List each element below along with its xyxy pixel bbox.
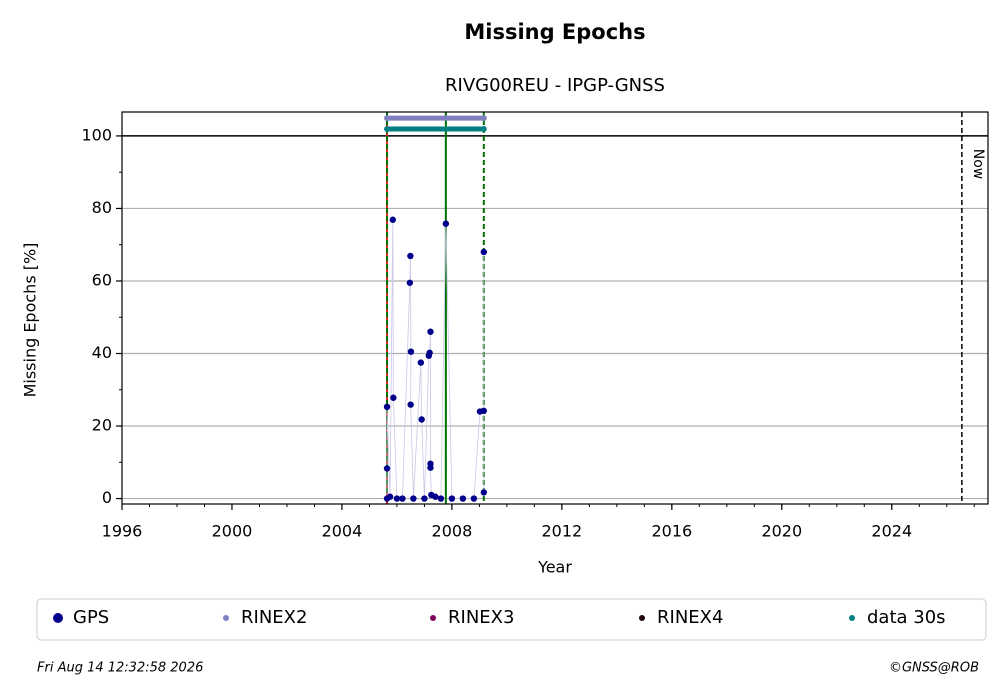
x-tick-label: 1996 <box>102 522 143 541</box>
data-point <box>448 495 456 502</box>
legend-marker <box>223 615 229 621</box>
legend-label: RINEX4 <box>657 607 723 628</box>
data-point <box>459 495 467 502</box>
data-point <box>383 403 391 411</box>
data-point <box>390 394 397 401</box>
y-tick-label: 60 <box>92 270 112 289</box>
data-point <box>417 359 425 366</box>
data-point <box>432 493 439 500</box>
y-tick-label: 80 <box>92 198 112 217</box>
plot-frame <box>121 111 989 505</box>
chart-subtitle: RIVG00REU - IPGP-GNSS <box>445 75 665 96</box>
data-point <box>399 495 406 502</box>
data-point <box>410 495 417 502</box>
chart-title: Missing Epochs <box>464 20 645 44</box>
legend-marker <box>639 615 645 621</box>
x-tick-label: 2020 <box>761 522 802 541</box>
data-point <box>389 216 396 223</box>
now-label: Now <box>970 149 986 180</box>
data-point <box>407 348 415 355</box>
y-tick-label: 0 <box>102 488 112 507</box>
data-point <box>386 493 394 500</box>
data-point <box>407 401 414 408</box>
x-axis-label: Year <box>537 558 572 577</box>
y-tick-label: 20 <box>92 416 112 435</box>
legend-box <box>36 598 987 641</box>
legend-label: GPS <box>73 607 109 628</box>
x-tick-label: 2016 <box>651 522 692 541</box>
footer-credit: ©GNSS@ROB <box>889 661 979 676</box>
legend-label: RINEX2 <box>241 607 307 628</box>
data-point <box>418 416 425 423</box>
x-tick-label: 2004 <box>322 522 363 541</box>
data-point <box>427 464 434 471</box>
footer-timestamp: Fri Aug 14 12:32:58 2026 <box>37 661 203 676</box>
data-point <box>470 495 478 502</box>
data-point <box>383 465 391 472</box>
y-tick-label: 100 <box>81 125 112 144</box>
data-point <box>480 126 487 133</box>
data-point <box>421 495 428 502</box>
y-axis-label: Missing Epochs [%] <box>21 243 40 398</box>
data-point <box>480 407 487 415</box>
data-point <box>393 495 401 502</box>
x-tick-label: 2024 <box>871 522 912 541</box>
data-point <box>406 279 414 286</box>
data-point <box>384 126 391 133</box>
data-point <box>426 349 433 356</box>
data-point <box>427 328 434 335</box>
data-point <box>442 220 450 227</box>
x-tick-label: 2008 <box>432 522 473 541</box>
data-point <box>437 495 445 502</box>
data-point <box>480 115 487 122</box>
data-point <box>480 248 487 256</box>
data-point <box>384 115 391 122</box>
series-line <box>386 219 485 500</box>
legend-marker <box>849 615 855 621</box>
legend-label: data 30s <box>867 607 946 628</box>
legend-label: RINEX3 <box>448 607 514 628</box>
x-tick-label: 2012 <box>542 522 583 541</box>
x-tick-label: 2000 <box>212 522 253 541</box>
y-tick-label: 40 <box>92 343 112 362</box>
legend-marker <box>53 613 63 623</box>
data-point <box>407 252 414 260</box>
data-point <box>480 489 487 496</box>
legend-marker <box>430 615 436 621</box>
